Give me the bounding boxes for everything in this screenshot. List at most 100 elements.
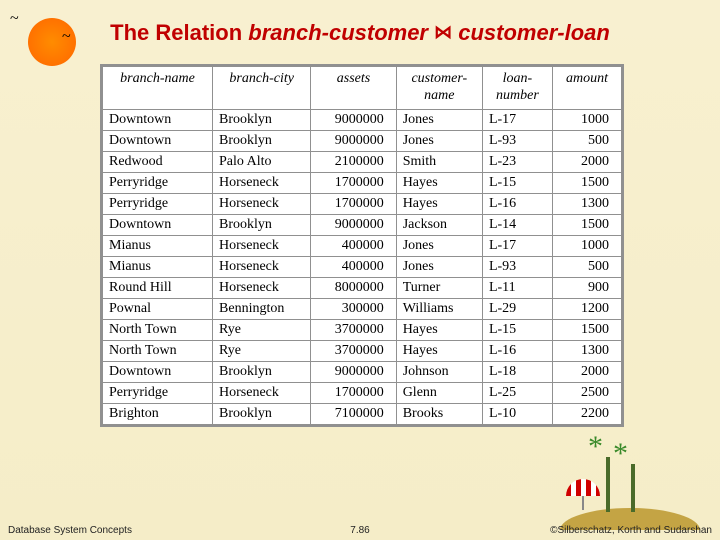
island-graphic: * * [560,490,700,530]
table-cell: Horseneck [213,193,311,214]
table-cell: Brooklyn [213,361,311,382]
table-cell: 9000000 [311,130,396,151]
table-cell: Hayes [396,193,482,214]
table-row: DowntownBrooklyn9000000JacksonL-141500 [103,214,622,235]
table-row: North TownRye3700000HayesL-161300 [103,340,622,361]
table-cell: 400000 [311,256,396,277]
table-cell: 300000 [311,298,396,319]
table-cell: Horseneck [213,172,311,193]
table-row: PerryridgeHorseneck1700000GlennL-252500 [103,382,622,403]
table-cell: L-14 [482,214,552,235]
table-cell: Round Hill [103,277,213,298]
table-cell: Brooklyn [213,403,311,424]
table-cell: 1300 [552,193,621,214]
column-header: branch-city [213,67,311,110]
table-cell: L-93 [482,256,552,277]
title-relation-2: customer-loan [458,20,610,45]
table-cell: 900 [552,277,621,298]
table-cell: 400000 [311,235,396,256]
table-cell: Bennington [213,298,311,319]
table-cell: 1000 [552,235,621,256]
table-row: PownalBennington300000WilliamsL-291200 [103,298,622,319]
table-cell: 1000 [552,109,621,130]
table-cell: Perryridge [103,172,213,193]
table-cell: Jones [396,109,482,130]
table-cell: Jones [396,235,482,256]
table-cell: 1700000 [311,382,396,403]
table-cell: L-16 [482,340,552,361]
table-cell: Rye [213,340,311,361]
table-cell: Hayes [396,172,482,193]
table-row: Round HillHorseneck8000000TurnerL-11900 [103,277,622,298]
table-cell: North Town [103,319,213,340]
table-cell: Jones [396,130,482,151]
slide-title: The Relation branch-customer ⋈ customer-… [0,20,720,46]
table-cell: Perryridge [103,193,213,214]
table-row: PerryridgeHorseneck1700000HayesL-151500 [103,172,622,193]
table-cell: 2000 [552,361,621,382]
column-header: assets [311,67,396,110]
table-cell: 500 [552,130,621,151]
table-cell: Pownal [103,298,213,319]
table-row: MianusHorseneck400000JonesL-171000 [103,235,622,256]
table-cell: Downtown [103,109,213,130]
table-cell: 2000 [552,151,621,172]
table-row: BrightonBrooklyn7100000BrooksL-102200 [103,403,622,424]
table-cell: Mianus [103,256,213,277]
table-cell: Redwood [103,151,213,172]
table-cell: Horseneck [213,256,311,277]
table-cell: L-11 [482,277,552,298]
table-cell: 2500 [552,382,621,403]
table-cell: Horseneck [213,382,311,403]
table-cell: Hayes [396,319,482,340]
table-row: DowntownBrooklyn9000000JohnsonL-182000 [103,361,622,382]
table-cell: North Town [103,340,213,361]
title-prefix: The Relation [110,20,248,45]
table-cell: Hayes [396,340,482,361]
table-row: RedwoodPalo Alto2100000SmithL-232000 [103,151,622,172]
table-cell: L-15 [482,172,552,193]
table-cell: 1300 [552,340,621,361]
table-cell: 500 [552,256,621,277]
table-cell: Downtown [103,130,213,151]
footer-copyright: ©Silberschatz, Korth and Sudarshan [550,525,712,536]
table-cell: Horseneck [213,277,311,298]
table-cell: 1500 [552,172,621,193]
table-cell: 3700000 [311,340,396,361]
table-cell: 2200 [552,403,621,424]
umbrella-icon [566,479,600,510]
table-cell: Brooklyn [213,109,311,130]
column-header: branch-name [103,67,213,110]
table-cell: Johnson [396,361,482,382]
table-cell: 9000000 [311,214,396,235]
table-cell: Perryridge [103,382,213,403]
column-header: customer-name [396,67,482,110]
table-cell: 9000000 [311,361,396,382]
table-cell: Smith [396,151,482,172]
table-cell: L-93 [482,130,552,151]
table-cell: 1500 [552,214,621,235]
table-cell: L-15 [482,319,552,340]
table-cell: Palo Alto [213,151,311,172]
table-cell: Glenn [396,382,482,403]
table-cell: Rye [213,319,311,340]
table-cell: 1700000 [311,193,396,214]
table-cell: Mianus [103,235,213,256]
table-cell: 1700000 [311,172,396,193]
relation-table: branch-namebranch-cityassetscustomer-nam… [100,64,624,427]
table-cell: Jackson [396,214,482,235]
table-cell: Brooklyn [213,130,311,151]
table-cell: L-16 [482,193,552,214]
table-cell: 8000000 [311,277,396,298]
table-cell: 1500 [552,319,621,340]
table-cell: Horseneck [213,235,311,256]
table-cell: 9000000 [311,109,396,130]
column-header: amount [552,67,621,110]
table-cell: 3700000 [311,319,396,340]
table-row: PerryridgeHorseneck1700000HayesL-161300 [103,193,622,214]
table-cell: 7100000 [311,403,396,424]
table-cell: L-17 [482,109,552,130]
table-cell: L-18 [482,361,552,382]
table-cell: Jones [396,256,482,277]
table-cell: L-23 [482,151,552,172]
